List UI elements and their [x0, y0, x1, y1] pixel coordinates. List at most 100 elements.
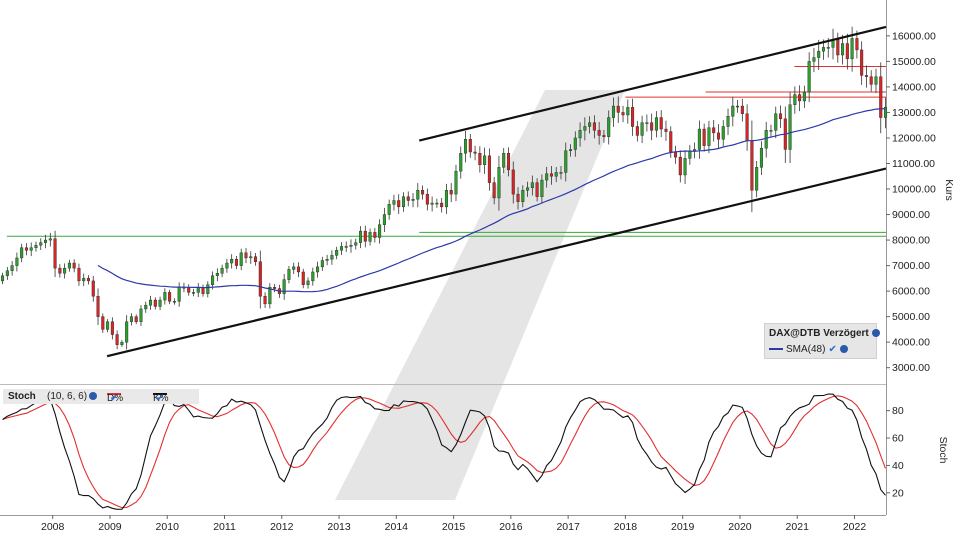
candle-up [230, 259, 234, 264]
candle-down [631, 107, 635, 127]
x-tick-label: 2015 [442, 521, 466, 533]
candle-up [841, 43, 845, 56]
candle-down [301, 271, 305, 285]
price-tick-label: 6000.00 [892, 286, 930, 298]
check-icon[interactable]: ✔ [110, 393, 119, 404]
candle-up [569, 149, 573, 151]
candle-up [311, 271, 315, 282]
candle-up [282, 279, 286, 294]
check-icon[interactable]: ✔ [156, 393, 165, 404]
candle-down [650, 122, 654, 131]
candle-down [363, 230, 367, 242]
price-tick-label: 7000.00 [892, 260, 930, 272]
candle-up [20, 247, 24, 259]
candle-up [239, 252, 243, 266]
watermark-logo [335, 90, 625, 500]
x-tick-label: 2013 [327, 521, 351, 533]
candle-up [640, 122, 644, 136]
x-tick-label: 2009 [98, 521, 122, 533]
candle-up [320, 260, 324, 268]
check-icon[interactable]: ✔ [828, 344, 837, 355]
candle-down [77, 267, 81, 282]
candle-up [731, 105, 735, 117]
sma-line [97, 108, 886, 293]
candle-up [607, 117, 611, 137]
price-tick-label: 4000.00 [892, 337, 930, 349]
stoch-axis-label: Stoch [937, 437, 949, 464]
candle-up [688, 150, 692, 159]
candle-up [359, 230, 363, 243]
stoch-tick-label: 80 [892, 405, 904, 417]
candle-up [316, 266, 320, 273]
candle-up [339, 246, 343, 251]
stoch-k-line [2, 393, 886, 510]
candle-up [769, 130, 773, 132]
candle-down [674, 151, 678, 158]
price-tick-label: 5000.00 [892, 311, 930, 323]
candle-up [354, 242, 358, 246]
candle-up [368, 232, 372, 242]
candle-up [626, 107, 630, 116]
candle-down [669, 131, 673, 153]
candle-down [187, 287, 191, 293]
channel-upper-line [418, 25, 887, 142]
candle-up [144, 304, 148, 310]
candle-down [864, 75, 868, 77]
candle-up [172, 301, 176, 303]
candle-up [454, 170, 458, 195]
candle-down [779, 113, 783, 120]
candle-up [764, 130, 768, 149]
globe-icon[interactable] [89, 392, 97, 400]
candle-up [34, 244, 38, 248]
candle-down [168, 292, 172, 302]
price-tick-label: 11000.00 [892, 158, 935, 170]
candle-down [153, 299, 157, 307]
candle-up [697, 128, 701, 150]
candle-up [39, 242, 43, 246]
price-tick-label: 10000.00 [892, 184, 936, 196]
candle-down [96, 296, 100, 317]
candle-down [473, 151, 477, 154]
candle-up [578, 130, 582, 139]
candle-up [306, 280, 310, 285]
candle-up [378, 224, 382, 238]
globe-icon[interactable] [871, 329, 880, 338]
candle-up [15, 257, 19, 266]
price-legend: DAX@DTB Verzögert SMA(48) ✔ [764, 323, 880, 359]
candle-down [492, 182, 496, 199]
candle-down [860, 49, 864, 76]
candle-up [292, 266, 296, 270]
globe-icon[interactable] [839, 345, 848, 354]
candle-up [158, 299, 162, 307]
candle-down [616, 105, 620, 113]
candle-up [163, 292, 167, 301]
candle-up [139, 308, 143, 322]
candle-down [635, 126, 639, 136]
candle-up [349, 244, 353, 247]
candle-up [444, 190, 448, 208]
candle-up [325, 259, 329, 261]
candle-up [63, 267, 67, 274]
candle-up [759, 147, 763, 168]
candle-up [5, 270, 9, 276]
x-tick-label: 2010 [156, 521, 180, 533]
candle-up [554, 172, 558, 177]
candle-up [707, 127, 711, 146]
stoch-tick-label: 40 [892, 460, 904, 472]
candle-up [48, 238, 52, 241]
candle-up [464, 139, 468, 154]
candle-down [716, 132, 720, 140]
stoch-d-line [2, 395, 887, 509]
candle-up [884, 107, 888, 118]
candle-up [196, 287, 200, 293]
candle-down [745, 113, 749, 141]
candle-down [597, 130, 601, 136]
candle-up [530, 182, 534, 188]
candle-down [406, 196, 410, 201]
candle-up [502, 153, 506, 168]
legend-sma-label: SMA(48) [786, 344, 826, 355]
candle-up [583, 126, 587, 131]
candle-up [793, 94, 797, 105]
candle-down [869, 76, 873, 85]
